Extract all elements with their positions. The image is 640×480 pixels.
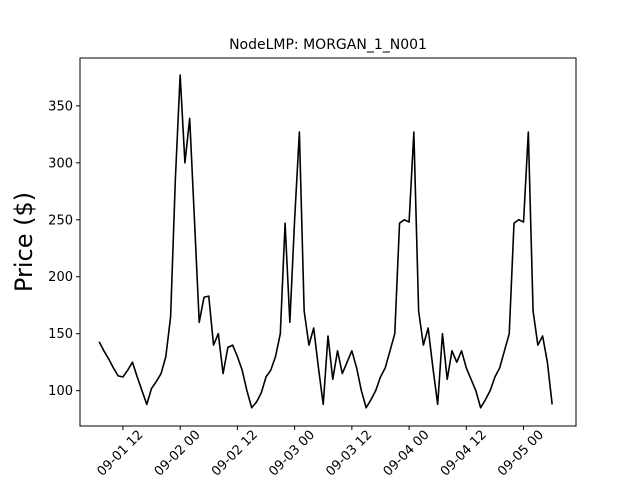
y-tick-label: 100 xyxy=(48,384,73,399)
y-axis-label: Price ($) xyxy=(10,192,38,292)
line-series xyxy=(98,74,553,409)
chart-title: NodeLMP: MORGAN_1_N001 xyxy=(229,37,427,53)
y-tick-label: 350 xyxy=(48,99,73,114)
y-tick-label: 150 xyxy=(48,327,73,342)
plot-frame xyxy=(79,57,577,427)
y-tick-label: 250 xyxy=(48,213,73,228)
y-tick-label: 300 xyxy=(48,156,73,171)
y-tick-label: 200 xyxy=(48,270,73,285)
